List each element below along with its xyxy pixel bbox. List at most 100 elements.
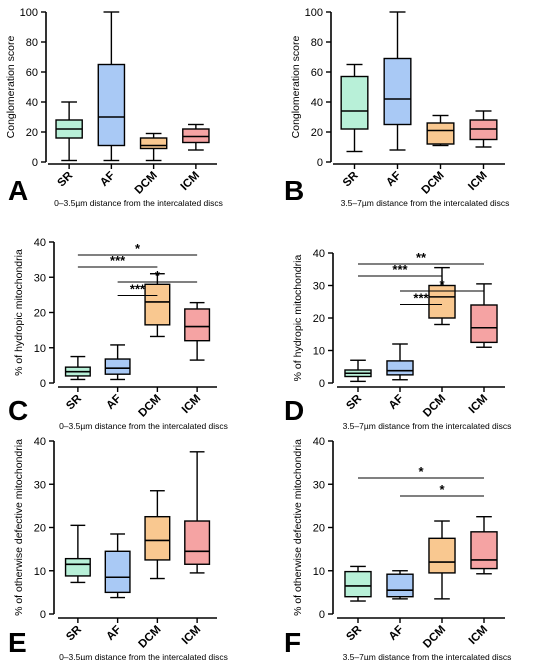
- panel-letter: D: [284, 395, 304, 426]
- y-tick-label: 0: [317, 157, 323, 169]
- x-tick-label: SR: [64, 392, 84, 412]
- significance-label: ***: [110, 253, 126, 268]
- y-tick-label: 10: [313, 346, 325, 358]
- box-body: [97, 63, 126, 147]
- x-tick-label: DCM: [420, 170, 447, 197]
- box-icm: [184, 451, 211, 574]
- panel-letter: E: [8, 627, 27, 658]
- x-tick-label: DCM: [136, 393, 163, 420]
- x-axis-label: 3.5–7µm distance from the intercalated d…: [343, 652, 512, 660]
- box-sr: [344, 359, 372, 383]
- y-axis-label: Conglomeration score: [290, 35, 302, 138]
- box-body: [139, 137, 168, 150]
- box-body: [144, 515, 171, 561]
- significance-label: *: [155, 268, 161, 283]
- x-tick-label: AF: [387, 624, 406, 643]
- x-tick-label: ICM: [467, 624, 490, 647]
- y-tick-label: 20: [34, 308, 46, 320]
- panel-d: 0 10 20 30 40 % of hydropic mitochondria 3.5–7…: [284, 248, 511, 431]
- y-tick-label: 0: [319, 609, 325, 621]
- box-dcm: [144, 490, 171, 580]
- x-tick-label: SR: [64, 623, 84, 643]
- y-tick-label: 100: [305, 7, 323, 19]
- y-tick-label: 10: [313, 566, 325, 578]
- box-body: [144, 283, 171, 326]
- box-sr: [55, 101, 83, 162]
- y-tick-label: 20: [311, 127, 323, 139]
- box-icm: [470, 515, 498, 575]
- panel-letter: F: [284, 627, 301, 658]
- y-tick-label: 80: [26, 37, 38, 49]
- box-icm: [182, 123, 210, 151]
- x-tick-label: AF: [104, 624, 123, 643]
- y-tick-label: 30: [313, 281, 325, 293]
- x-tick-label: SR: [344, 392, 364, 412]
- significance-label: ***: [130, 282, 146, 297]
- box-sr: [64, 355, 91, 381]
- x-tick-label: ICM: [466, 170, 489, 193]
- y-tick-label: 20: [313, 313, 325, 325]
- y-tick-label: 40: [34, 436, 46, 448]
- box-body: [386, 360, 414, 376]
- x-tick-label: SR: [341, 169, 361, 189]
- y-tick-label: 20: [26, 127, 38, 139]
- significance-label: *: [439, 277, 445, 292]
- box-dcm: [428, 520, 456, 600]
- y-axis-label: Conglomeration score: [5, 35, 17, 138]
- box-af: [104, 533, 131, 599]
- x-tick-label: AF: [387, 393, 406, 412]
- box-body: [386, 573, 414, 598]
- panel-letter: C: [8, 395, 28, 426]
- x-tick-label: AF: [384, 170, 403, 189]
- panel-letter: A: [8, 175, 28, 206]
- x-tick-label: ICM: [467, 393, 490, 416]
- box-af: [386, 343, 414, 381]
- y-tick-label: 30: [34, 479, 46, 491]
- y-tick-label: 100: [20, 7, 38, 19]
- box-af: [104, 344, 131, 381]
- x-tick-label: SR: [344, 623, 364, 643]
- box-icm: [470, 283, 498, 348]
- y-tick-label: 20: [313, 523, 325, 535]
- box-body: [426, 122, 455, 145]
- box-sr: [344, 565, 372, 602]
- x-axis-label: 3.5–7µm distance from the intercalated d…: [341, 198, 510, 208]
- x-tick-label: DCM: [421, 624, 448, 651]
- x-tick-label: AF: [98, 170, 117, 189]
- box-dcm: [426, 114, 455, 147]
- box-sr: [340, 63, 369, 153]
- box-body: [340, 75, 369, 130]
- x-tick-label: DCM: [421, 393, 448, 420]
- box-icm: [469, 110, 498, 148]
- x-tick-label: AF: [104, 393, 123, 412]
- y-tick-label: 0: [40, 378, 46, 390]
- x-axis-label: 0–3.5µm distance from the intercalated d…: [59, 421, 228, 431]
- box-dcm: [139, 132, 168, 162]
- y-tick-label: 30: [313, 479, 325, 491]
- significance-label: *: [135, 241, 141, 256]
- box-body: [184, 308, 211, 342]
- x-axis-label: 0–3.5µm distance from the intercalated d…: [54, 198, 223, 208]
- y-tick-label: 20: [34, 523, 46, 535]
- panel-f: 0 10 20 30 40 % of otherwise defective mitoch…: [284, 436, 511, 660]
- y-tick-label: 40: [26, 97, 38, 109]
- box-icm: [184, 301, 211, 361]
- box-body: [104, 358, 131, 375]
- panel-e: 0 10 20 30 40 % of otherwise defective mitoch…: [8, 436, 228, 660]
- panel-b: 0 20 40 60 80 100 Conglomeration score 3.5–7µm …: [284, 7, 509, 208]
- y-tick-label: 40: [313, 436, 325, 448]
- x-axis-label: 0–3.5µm distance from the intercalated d…: [59, 652, 228, 660]
- box-body: [104, 550, 131, 594]
- box-af: [386, 570, 414, 600]
- box-body: [344, 570, 372, 598]
- box-body: [184, 520, 211, 565]
- y-tick-label: 10: [34, 343, 46, 355]
- y-tick-label: 40: [313, 248, 325, 260]
- y-tick-label: 10: [34, 566, 46, 578]
- x-axis-label: 3.5–7µm distance from the intercalated d…: [343, 421, 512, 431]
- y-tick-label: 0: [319, 378, 325, 390]
- y-tick-label: 40: [311, 97, 323, 109]
- x-tick-label: DCM: [133, 170, 160, 197]
- box-body: [470, 531, 498, 570]
